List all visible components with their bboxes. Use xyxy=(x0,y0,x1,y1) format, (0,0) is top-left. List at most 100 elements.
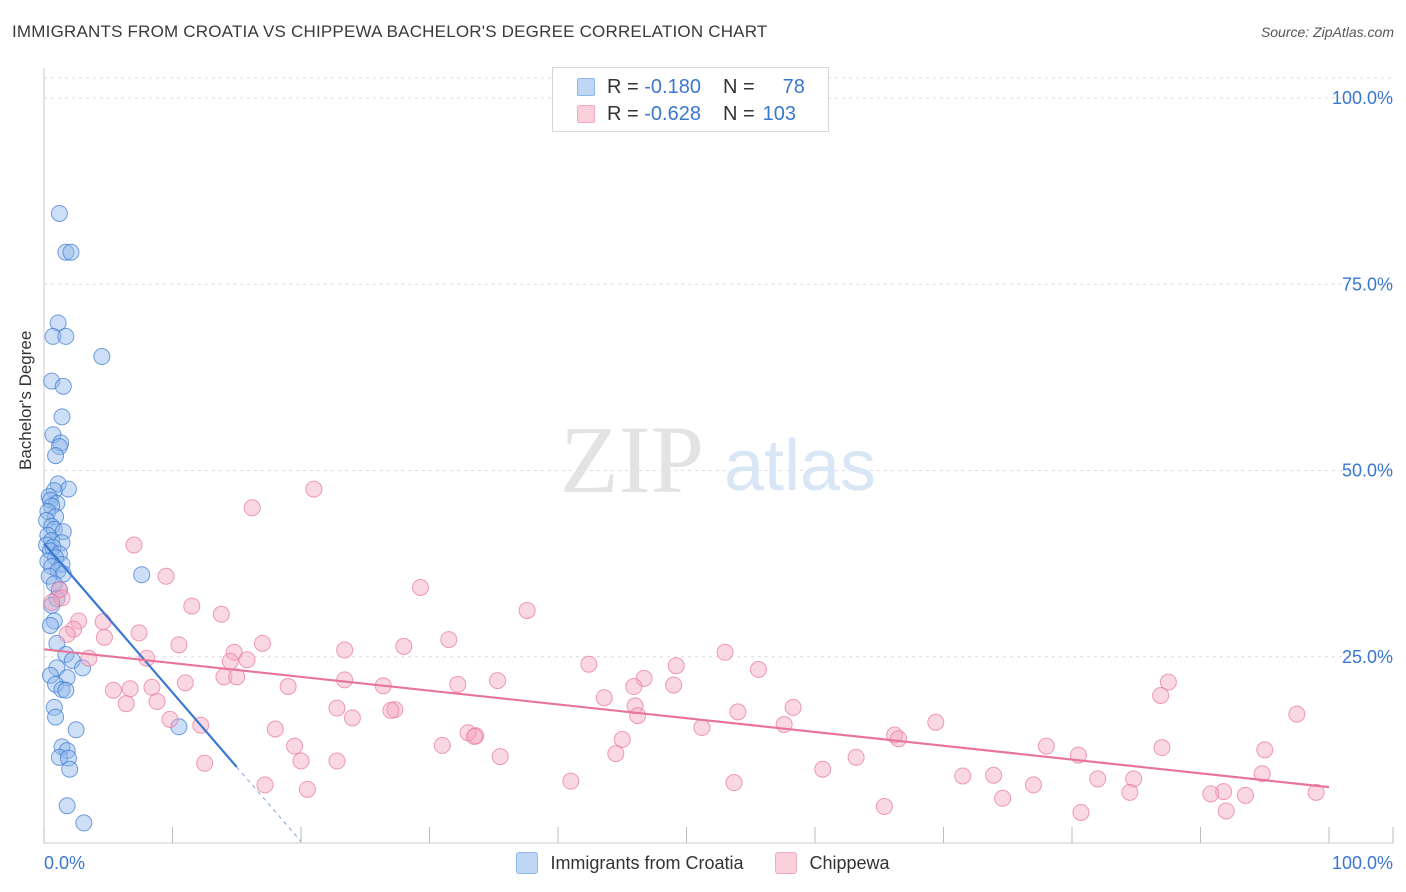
chippewa-point-45 xyxy=(104,681,122,699)
croatia-point-3 xyxy=(49,314,67,332)
chippewa-point-30 xyxy=(749,660,767,678)
watermark-atlas: atlas xyxy=(724,426,876,506)
chippewa-point-64 xyxy=(266,720,284,738)
chippewa-point-7 xyxy=(43,593,61,611)
croatia-point-8 xyxy=(54,377,72,395)
chippewa-point-75 xyxy=(607,745,625,763)
chippewa-point-86 xyxy=(1253,765,1271,783)
croatia-point-13 xyxy=(47,447,65,465)
chippewa-point-56 xyxy=(629,707,647,725)
chippewa-point-57 xyxy=(1288,705,1306,723)
chippewa-point-58 xyxy=(343,709,361,727)
chippewa-point-46 xyxy=(595,689,613,707)
croatia-point-68 xyxy=(75,814,93,832)
chippewa-point-26 xyxy=(238,651,256,669)
chippewa-point-77 xyxy=(1256,741,1274,759)
legend-label-chippewa: Chippewa xyxy=(809,852,890,873)
chippewa-point-79 xyxy=(328,752,346,770)
croatia-point-15 xyxy=(59,480,77,498)
croatia-point-53 xyxy=(41,666,59,684)
chippewa-point-18 xyxy=(253,634,271,652)
chippewa-point-99 xyxy=(994,789,1012,807)
croatia-point-1 xyxy=(57,243,75,261)
croatia-point-67 xyxy=(58,797,76,815)
chippewa-point-97 xyxy=(1202,785,1220,803)
croatia-point-47 xyxy=(41,616,59,634)
chippewa-point-27 xyxy=(221,652,239,670)
chippewa-point-21 xyxy=(336,641,354,659)
chippewa-point-14 xyxy=(130,624,148,642)
chippewa-point-9 xyxy=(518,602,536,620)
chippewa-point-101 xyxy=(1072,803,1090,821)
legend-swatch-chippewa xyxy=(775,852,798,874)
legend-swatch-croatia xyxy=(516,852,539,874)
trend-layer xyxy=(43,542,1330,842)
legend-item-chippewa[interactable]: Chippewa xyxy=(775,852,890,874)
chippewa-point-48 xyxy=(148,692,166,710)
watermark-zip: ZIP xyxy=(560,406,704,513)
croatia-point-41 xyxy=(133,566,151,584)
chippewa-point-70 xyxy=(613,730,631,748)
chippewa-point-29 xyxy=(667,657,685,675)
y-tick-label-2: 75.0% xyxy=(1342,274,1393,294)
chippewa-point-90 xyxy=(725,774,743,792)
chart-source: Source: ZipAtlas.com xyxy=(1260,24,1394,40)
croatia-point-66 xyxy=(61,760,79,778)
chippewa-point-71 xyxy=(286,737,304,755)
chippewa-point-81 xyxy=(847,748,865,766)
legend-item-croatia[interactable]: Immigrants from Croatia xyxy=(516,852,743,874)
chippewa-point-20 xyxy=(395,637,413,655)
chippewa-point-11 xyxy=(70,612,88,630)
legend-n-label: N = xyxy=(722,102,755,125)
chippewa-point-59 xyxy=(161,710,179,728)
chippewa-point-96 xyxy=(1307,783,1325,801)
chippewa-point-54 xyxy=(729,703,747,721)
chippewa-trend-line xyxy=(43,648,1330,789)
chippewa-point-35 xyxy=(489,672,507,690)
y-tick-label-1: 50.0% xyxy=(1342,461,1393,481)
chippewa-point-32 xyxy=(228,668,246,686)
chippewa-point-28 xyxy=(580,655,598,673)
croatia-point-59 xyxy=(47,708,65,726)
legend-row-chippewa: R = -0.628 N = 103 xyxy=(577,101,796,127)
croatia-point-57 xyxy=(57,681,75,699)
chippewa-point-50 xyxy=(328,699,346,717)
chippewa-point-95 xyxy=(1215,783,1233,801)
chippewa-point-16 xyxy=(95,628,113,646)
croatia-point-60 xyxy=(67,721,85,739)
legend-n-value: 78 xyxy=(782,75,805,98)
chippewa-point-17 xyxy=(440,631,458,649)
chippewa-point-37 xyxy=(449,675,467,693)
chippewa-point-51 xyxy=(784,698,802,716)
legend-r-value: -0.628 xyxy=(644,102,701,125)
chart-title: IMMIGRANTS FROM CROATIA VS CHIPPEWA BACH… xyxy=(12,22,768,41)
legend-row-croatia: R = -0.180 N = 78 xyxy=(577,74,805,100)
croatia-point-4 xyxy=(44,327,62,345)
chippewa-point-25 xyxy=(138,649,156,667)
chippewa-point-39 xyxy=(279,678,297,696)
grid-layer xyxy=(44,77,1393,658)
croatia-point-51 xyxy=(74,659,92,677)
chippewa-point-44 xyxy=(1159,673,1177,691)
y-tick-label-3: 100.0% xyxy=(1332,88,1393,108)
chippewa-point-68 xyxy=(890,730,908,748)
legend-swatch-croatia xyxy=(577,78,595,96)
croatia-trend-extension xyxy=(236,766,302,842)
legend-swatch-chippewa xyxy=(577,105,595,123)
chippewa-point-60 xyxy=(927,713,945,731)
chippewa-point-36 xyxy=(176,674,194,692)
croatia-point-6 xyxy=(93,348,111,366)
legend-r-label: R = xyxy=(607,102,639,125)
chippewa-point-10 xyxy=(212,605,230,623)
chippewa-point-84 xyxy=(954,767,972,785)
chippewa-point-49 xyxy=(117,695,135,713)
legend-r-value: -0.180 xyxy=(644,75,701,98)
chippewa-point-43 xyxy=(121,680,139,698)
y-axis-label: Bachelor's Degree xyxy=(16,330,35,470)
series-legend: Immigrants from Croatia Chippewa xyxy=(0,852,1406,874)
chippewa-point-55 xyxy=(626,697,644,715)
chippewa-point-83 xyxy=(814,760,832,778)
stats-legend: R = -0.180 N = 78 R = -0.628 N = 103 xyxy=(552,67,829,132)
chippewa-point-78 xyxy=(292,752,310,770)
